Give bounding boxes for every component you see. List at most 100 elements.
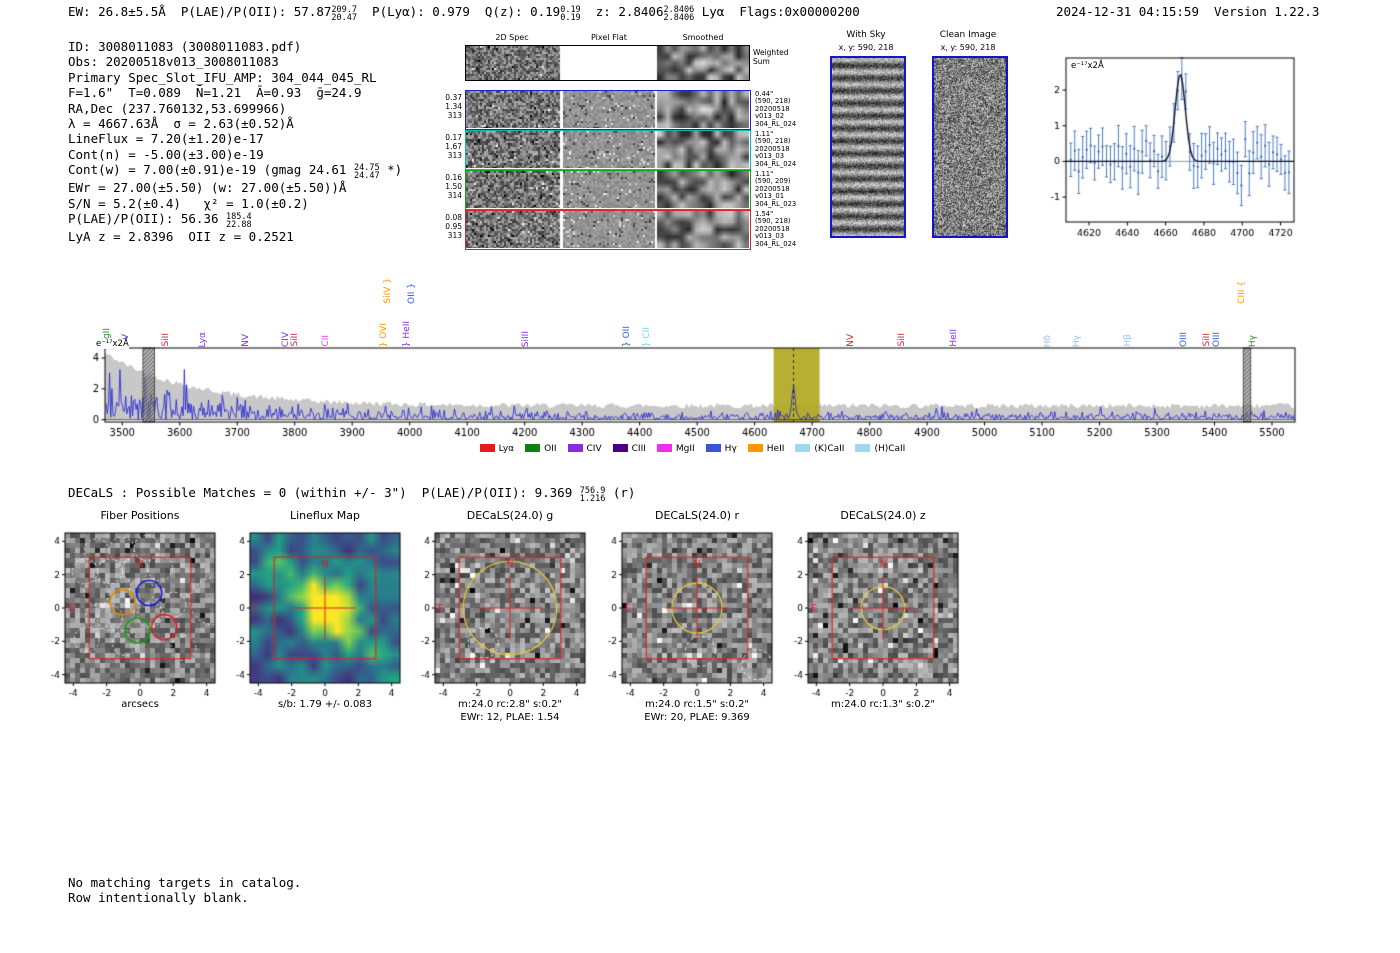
cutout-title: DECaLS(24.0) g (466, 509, 554, 522)
summary-plya-qz: P(Lyα): 0.979 Q(z): 0.19 (357, 4, 561, 19)
summary-header-line: EW: 26.8±5.5Å P(LAE)/P(OII): 57.87 209.7 2… (68, 4, 860, 22)
spec2d-row-right-labels: 1.11" (590, 209) 20200518 v013_01 304_RL_023 (755, 170, 797, 208)
legend-label: HeII (766, 444, 785, 454)
info-seeing: F=1.6" T=0.089 N̄=1.21 Ā=0.93 ḡ=24.9 (68, 85, 362, 101)
legend-item: MgII (656, 444, 695, 454)
legend-swatch (747, 444, 763, 452)
legend-swatch (479, 444, 495, 452)
clean-image-coords: x, y: 590, 218 (940, 43, 996, 52)
full-spectrum-plot (80, 338, 1305, 440)
spec2d-row-canvas (466, 91, 749, 128)
emission-line-label: SiIV } (382, 278, 393, 304)
spec2d-fiber-row (465, 130, 751, 170)
legend-swatch (705, 444, 721, 452)
footer-line-2: Row intentionally blank. (68, 890, 249, 905)
info-lineflux: LineFlux = 7.20(±1.20)e-17 (68, 131, 264, 147)
legend-item: CIII (612, 444, 646, 454)
weighted-sum-label: Weighted Sum (753, 48, 789, 66)
info-ewr: EWr = 27.00(±5.50) (w: 27.00(±5.50))Å (68, 180, 347, 196)
plae-interval: 185.4 22.88 (226, 212, 252, 231)
legend-item: HeII (747, 444, 785, 454)
qz-interval: 0.19 0.19 (560, 5, 581, 23)
decals-plae-interval: 756.9 1.216 (579, 486, 606, 504)
with-sky-image (830, 56, 906, 238)
legend-swatch (612, 444, 628, 452)
summary-flags: Lyα Flags:0x00000200 (694, 4, 860, 19)
cutout-caption: s/b: 1.79 +/- 0.083 (277, 699, 373, 710)
legend-label: (K)CaII (814, 444, 845, 454)
clean-image-title: Clean Image (939, 30, 997, 40)
emission-line-label: OII } (407, 283, 418, 304)
cutout-xlabel: arcsecs (121, 699, 159, 710)
cutout-canvas-decals_g (401, 527, 593, 699)
info-obs: Obs: 20200518v013_3008011083 (68, 54, 279, 70)
gmag-interval: 24.75 24.47 (353, 163, 380, 182)
legend-label: MgII (675, 444, 695, 454)
cutout-canvas-fibers (31, 527, 223, 699)
spec2d-row-left-labels: 0.08 0.95 313 (445, 213, 462, 240)
clean-image (932, 56, 1008, 238)
spec2d-row-left-labels: 0.37 1.34 313 (445, 93, 462, 120)
info-sn-chi2: S/N = 5.2(±0.4) χ² = 1.0(±0.2) (68, 195, 309, 211)
spectrum-legend: Lyα OII CIV CIII MgII Hγ HeII (K)CaII (H)CaII (80, 444, 1305, 454)
summary-ew-plae: EW: 26.8±5.5Å P(LAE)/P(OII): 57.87 (68, 4, 332, 19)
cutout-title: Fiber Positions (100, 509, 180, 522)
line-fit-units-annotation: e⁻¹⁷x2Å (1071, 61, 1104, 71)
cutout-caption: m:24.0 rc:2.8" s:0.2" (457, 699, 563, 710)
info-cont-n: Cont(n) = -5.00(±3.00)e-19 (68, 146, 264, 162)
spec2d-row-canvas (466, 211, 749, 248)
withsky-coords: x, y: 590, 218 (838, 43, 894, 52)
spec2d-fiber-row (465, 170, 751, 210)
spec2d-row-right-labels: 1.54" (590, 218) 20200518 v013_03 304_RL_024 (755, 210, 797, 248)
spec2d-fiber-rows: 0.37 1.34 313 0.44" (590, 218) 20200518 v013_0… (445, 90, 796, 252)
cutout-caption: EWr: 12, PLAE: 1.54 (460, 712, 560, 723)
info-cont-w: Cont(w) = 7.00(±0.91)e-19 (gmag 24.61 24… (68, 162, 403, 182)
cutout-caption: m:24.0 rc:1.5" s:0.2" (644, 699, 750, 710)
cutout-title: DECaLS(24.0) r (654, 509, 740, 522)
weighted-sum-strip (465, 45, 750, 81)
cutout-title: DECaLS(24.0) z (840, 509, 926, 522)
cutout-title: Lineflux Map (289, 509, 361, 522)
legend-label: CIII (631, 444, 646, 454)
column-header-smoothed: Smoothed (682, 33, 724, 42)
cutout-caption: m:24.0 rc:1.3" s:0.2" (830, 699, 936, 710)
column-header-2d-spec: 2D Spec (495, 33, 529, 42)
spec2d-row-right-labels: 0.44" (590, 218) 20200518 v013_02 304_RL_024 (755, 90, 797, 128)
cutout-canvas-decals_z (774, 527, 966, 699)
info-redshifts: LyA z = 2.8396 OII z = 0.2521 (68, 229, 294, 245)
spec2d-row-right-labels: 1.11" (590, 218) 20200518 v013_03 304_RL_024 (755, 130, 797, 168)
legend-label: OII (544, 444, 557, 454)
legend-swatch (795, 444, 811, 452)
legend-swatch (567, 444, 583, 452)
legend-item: Hγ (705, 444, 737, 454)
spec2d-row-left-labels: 0.17 1.67 313 (445, 133, 462, 160)
spec2d-fiber-row (465, 210, 751, 250)
cutout-canvas-decals_r (588, 527, 780, 699)
info-plae-poii: P(LAE)/P(OII): 56.36 185.4 22.88 (68, 211, 252, 231)
timestamp-version: 2024-12-31 04:15:59 Version 1.22.3 (1056, 4, 1320, 19)
legend-label: Hγ (724, 444, 737, 454)
legend-label: Lyα (498, 444, 515, 454)
summary-z: z: 2.8406 (580, 4, 664, 19)
info-slot: Primary Spec_Slot_IFU_AMP: 304_044_045_R… (68, 69, 377, 85)
spec2d-row-left-labels: 0.16 1.50 314 (445, 173, 462, 200)
decals-match-line: DECaLS : Possible Matches = 0 (within +/… (68, 485, 636, 504)
emission-line-label: CIII { (1237, 281, 1248, 304)
legend-swatch (855, 444, 871, 452)
legend-item: (H)CaII (855, 444, 905, 454)
spec2d-row-canvas (466, 131, 749, 168)
info-lambda-sigma: λ = 4667.63Å σ = 2.63(±0.52)Å (68, 116, 294, 132)
legend-item: Lyα (479, 444, 515, 454)
spec2d-fiber-row (465, 90, 751, 130)
column-header-pixel-flat: Pixel Flat (591, 33, 627, 42)
legend-item: CIV (567, 444, 602, 454)
info-id: ID: 3008011083 (3008011083.pdf) (68, 39, 302, 54)
cutout-caption: EWr: 20, PLAE: 9.369 (644, 712, 750, 723)
plae-poii-interval: 209.7 20.47 (331, 5, 357, 23)
legend-label: (H)CaII (874, 444, 906, 454)
spec2d-row-canvas (466, 171, 749, 208)
legend-swatch (525, 444, 541, 452)
legend-swatch (656, 444, 672, 452)
line-fit-plot (1040, 50, 1302, 242)
